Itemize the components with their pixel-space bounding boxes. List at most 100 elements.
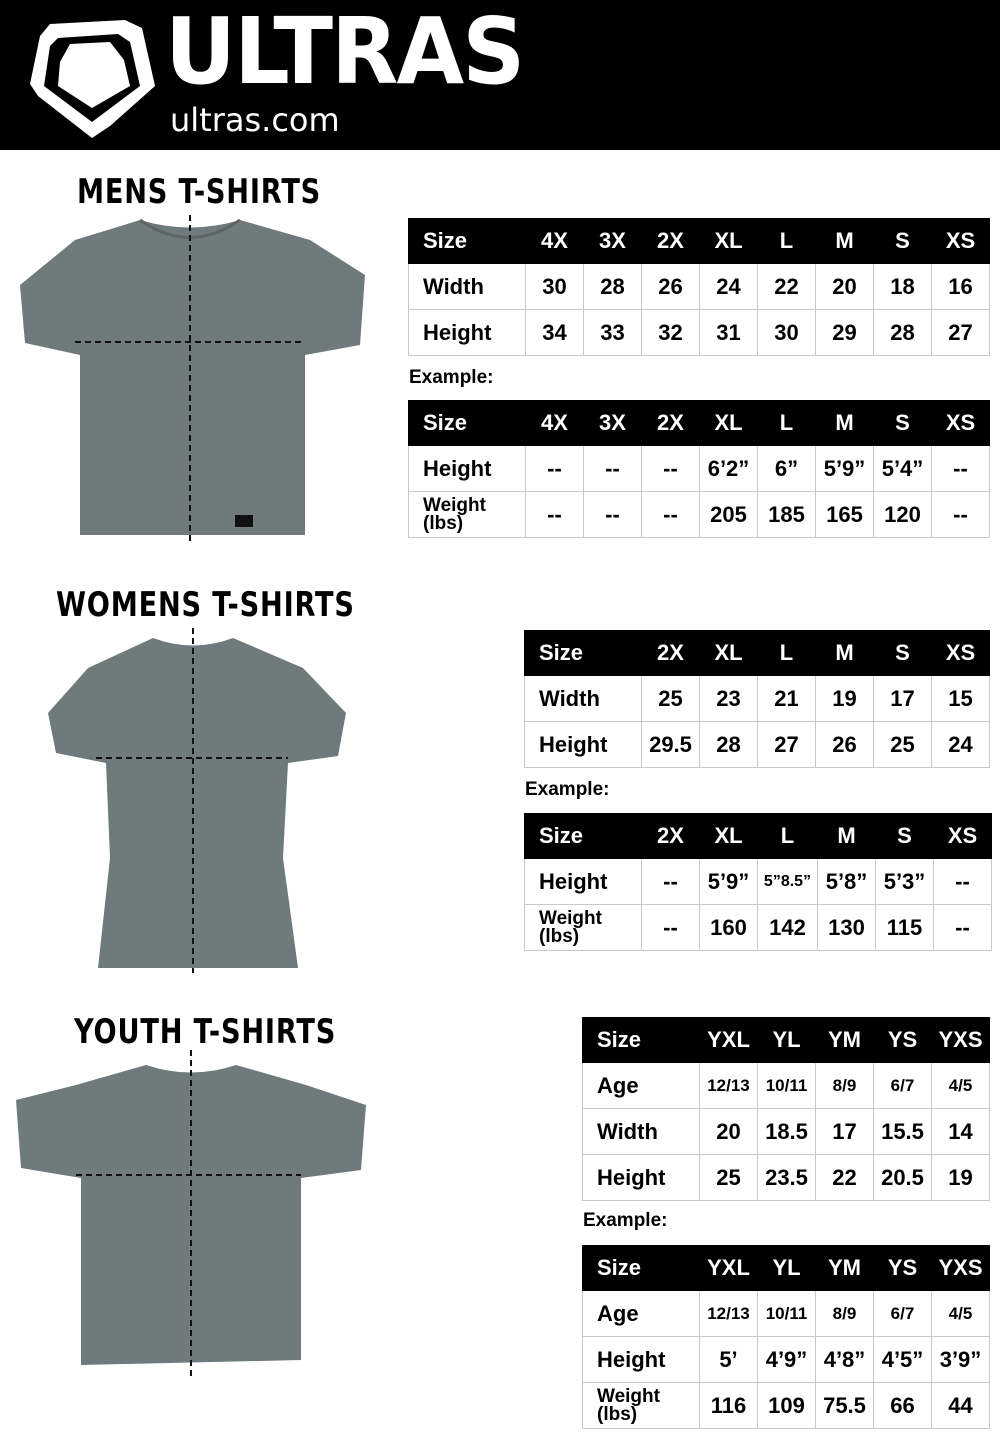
- mens-tshirt-image: [20, 215, 365, 545]
- table-cell: 27: [757, 721, 816, 768]
- table-cell: 44: [931, 1382, 990, 1429]
- mens-size-table: Size 4X 3X 2X XL L M S XS Width 30 28 26 24 22 20 18 16 He…: [408, 218, 990, 356]
- table-header-row: Size YXL YL YM YS YXS: [582, 1017, 990, 1063]
- table-cell: 20.5: [873, 1154, 932, 1201]
- table-cell: 4’9”: [757, 1336, 816, 1383]
- table-cell: --: [641, 445, 700, 492]
- table-cell: 2X: [641, 400, 700, 446]
- table-cell: 16: [931, 263, 990, 310]
- table-row: Height 29.5 28 27 26 25 24: [524, 721, 990, 768]
- ultras-shield-logo: [30, 20, 155, 138]
- table-cell: 26: [641, 263, 700, 310]
- table-cell: 120: [873, 491, 932, 538]
- table-cell: 22: [757, 263, 816, 310]
- table-cell: --: [931, 491, 990, 538]
- table-cell: 32: [641, 309, 700, 356]
- table-cell: 5”8.5”: [757, 858, 818, 905]
- youth-tshirt-image: [16, 1050, 366, 1378]
- table-cell: 160: [699, 904, 758, 951]
- table-cell: 30: [757, 309, 816, 356]
- table-row: Width 30 28 26 24 22 20 18 16: [408, 263, 990, 310]
- table-cell: 5’3”: [875, 858, 934, 905]
- womens-tshirt-image: [48, 628, 346, 973]
- table-cell: XS: [933, 813, 992, 859]
- table-cell: YM: [815, 1017, 874, 1063]
- row-label: Width: [408, 263, 526, 310]
- table-cell: 24: [931, 721, 990, 768]
- row-label: Height: [524, 721, 642, 768]
- table-cell: YXS: [931, 1245, 990, 1291]
- table-cell: 18: [873, 263, 932, 310]
- table-cell: 23: [699, 675, 758, 722]
- table-cell: 25: [873, 721, 932, 768]
- table-row: Height -- -- -- 6’2” 6” 5’9” 5’4” --: [408, 445, 990, 492]
- table-cell: XL: [699, 218, 758, 264]
- table-cell: 25: [641, 675, 700, 722]
- table-cell: --: [641, 858, 700, 905]
- table-cell: 26: [815, 721, 874, 768]
- table-cell: --: [525, 491, 584, 538]
- table-cell: 2X: [641, 813, 700, 859]
- table-cell: XL: [699, 813, 758, 859]
- table-cell: M: [815, 630, 874, 676]
- table-cell: 21: [757, 675, 816, 722]
- table-header-row: Size 4X 3X 2X XL L M S XS: [408, 400, 990, 446]
- youth-example-label: Example:: [583, 1210, 668, 1231]
- row-label: Weight (lbs): [408, 491, 526, 538]
- table-cell: --: [933, 858, 992, 905]
- table-cell: YS: [873, 1245, 932, 1291]
- table-cell: YM: [815, 1245, 874, 1291]
- website-url: ultras.com: [170, 101, 340, 139]
- table-cell: 5’9”: [815, 445, 874, 492]
- youth-title: YOUTH T-SHIRTS: [74, 1012, 337, 1052]
- table-cell: --: [583, 491, 642, 538]
- row-label: Size: [582, 1245, 700, 1291]
- table-cell: 4X: [525, 218, 584, 264]
- table-cell: 15: [931, 675, 990, 722]
- table-header-row: Size 2X XL L M S XS: [524, 630, 990, 676]
- table-cell: 5’9”: [699, 858, 758, 905]
- table-cell: YS: [873, 1017, 932, 1063]
- table-cell: 28: [583, 263, 642, 310]
- table-cell: 17: [873, 675, 932, 722]
- table-row: Width 25 23 21 19 17 15: [524, 675, 990, 722]
- table-row: Age 12/13 10/11 8/9 6/7 4/5: [582, 1062, 990, 1109]
- table-cell: M: [815, 218, 874, 264]
- table-cell: 2X: [641, 630, 700, 676]
- table-row: Height 25 23.5 22 20.5 19: [582, 1154, 990, 1201]
- table-cell: L: [757, 813, 818, 859]
- table-cell: S: [873, 218, 932, 264]
- table-cell: --: [525, 445, 584, 492]
- womens-example-label: Example:: [525, 779, 610, 800]
- row-label: Height: [582, 1336, 700, 1383]
- table-row: Height -- 5’9” 5”8.5” 5’8” 5’3” --: [524, 858, 992, 905]
- table-cell: 4/5: [931, 1290, 990, 1337]
- table-cell: 17: [815, 1108, 874, 1155]
- table-cell: XL: [699, 630, 758, 676]
- table-cell: XS: [931, 400, 990, 446]
- table-cell: 23.5: [757, 1154, 816, 1201]
- row-label: Size: [408, 218, 526, 264]
- mens-example-table: Size 4X 3X 2X XL L M S XS Height -- -- -- 6’2” 6” 5’9” 5…: [408, 400, 990, 538]
- table-header-row: Size 2X XL L M S XS: [524, 813, 992, 859]
- table-cell: 4’5”: [873, 1336, 932, 1383]
- row-label: Age: [582, 1062, 700, 1109]
- table-cell: M: [815, 400, 874, 446]
- table-cell: 29.5: [641, 721, 700, 768]
- table-cell: 28: [873, 309, 932, 356]
- row-label: Size: [524, 813, 642, 859]
- table-cell: S: [875, 813, 934, 859]
- row-label: Size: [524, 630, 642, 676]
- table-cell: 3X: [583, 218, 642, 264]
- table-row: Height 5’ 4’9” 4’8” 4’5” 3’9”: [582, 1336, 990, 1383]
- table-cell: 6/7: [873, 1062, 932, 1109]
- table-cell: --: [641, 904, 700, 951]
- table-cell: 6/7: [873, 1290, 932, 1337]
- table-cell: 185: [757, 491, 816, 538]
- table-cell: 18.5: [757, 1108, 816, 1155]
- table-cell: 4X: [525, 400, 584, 446]
- row-label: Width: [524, 675, 642, 722]
- row-label: Size: [408, 400, 526, 446]
- table-cell: 31: [699, 309, 758, 356]
- table-cell: 33: [583, 309, 642, 356]
